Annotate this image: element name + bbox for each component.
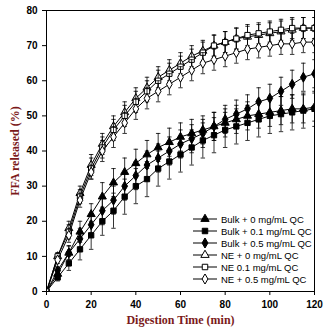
svg-text:FFA released (%): FFA released (%) xyxy=(8,106,22,196)
html-text:NE + 0 mg/mL QC: NE + 0 mg/mL QC xyxy=(221,249,299,261)
svg-text:40: 40 xyxy=(130,299,142,310)
svg-text:60: 60 xyxy=(175,299,187,310)
svg-text:100: 100 xyxy=(261,299,278,310)
html-text:Bulk + 0.5 mg/mL QC: Bulk + 0.5 mg/mL QC xyxy=(221,237,312,249)
svg-text:0: 0 xyxy=(32,286,38,297)
html-text:Bulk + 0 mg/mL QC: Bulk + 0 mg/mL QC xyxy=(221,213,304,225)
html-text:Bulk + 0.1 mg/mL QC: Bulk + 0.1 mg/mL QC xyxy=(221,225,312,237)
svg-text:70: 70 xyxy=(26,40,38,51)
svg-text:30: 30 xyxy=(26,180,38,191)
svg-text:Digestion Time (min): Digestion Time (min) xyxy=(126,313,234,327)
html-text:NE + 0.5 mg/mL QC: NE + 0.5 mg/mL QC xyxy=(221,273,307,285)
svg-text:50: 50 xyxy=(26,110,38,121)
svg-text:10: 10 xyxy=(26,251,38,262)
svg-text:0: 0 xyxy=(44,299,50,310)
svg-text:80: 80 xyxy=(220,299,232,310)
svg-text:80: 80 xyxy=(26,5,38,16)
svg-text:40: 40 xyxy=(26,145,38,156)
html-text:NE 0.1 mg/mL QC: NE 0.1 mg/mL QC xyxy=(221,261,299,273)
svg-text:20: 20 xyxy=(86,299,98,310)
svg-text:20: 20 xyxy=(26,215,38,226)
svg-text:60: 60 xyxy=(26,75,38,86)
svg-text:120: 120 xyxy=(306,299,323,310)
